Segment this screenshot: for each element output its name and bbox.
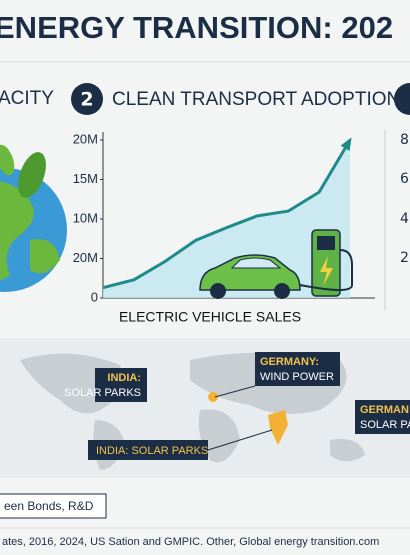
india-highlight xyxy=(268,410,288,445)
charger-bolt xyxy=(320,256,333,286)
line xyxy=(102,139,352,290)
connector xyxy=(207,429,273,451)
right-axis-label: 2 xyxy=(400,250,409,266)
map-label-box xyxy=(95,368,147,402)
map-label: WIND POWER xyxy=(260,371,334,383)
note: een Bonds, R&D xyxy=(4,499,94,513)
note-box xyxy=(0,493,107,519)
section-badge xyxy=(71,83,103,115)
y-tick-label: 0 xyxy=(91,289,98,304)
section-title: ACITY xyxy=(0,88,54,109)
y-tick-label: 15M xyxy=(73,171,98,186)
charger-screen xyxy=(317,236,335,250)
globe-illustration xyxy=(0,144,67,292)
connector xyxy=(214,385,256,398)
right-axis-label: 6 xyxy=(400,171,409,187)
map-label: INDIA: xyxy=(107,372,141,384)
car-wheel xyxy=(210,283,226,299)
map-label: GERMANY: xyxy=(260,356,319,368)
right-axis-label: 8 xyxy=(400,132,409,148)
charger-cable xyxy=(299,249,353,291)
arrowhead xyxy=(340,137,352,151)
car-window xyxy=(230,257,282,269)
y-tick-label: 20M xyxy=(73,131,98,146)
page-title: ENERGY TRANSITION: 202 xyxy=(0,10,393,45)
section-title: CLEAN TRANSPORT ADOPTION xyxy=(112,89,400,110)
right-axis-label: 4 xyxy=(400,211,409,227)
x-axis-label: ELECTRIC VEHICLE SALES xyxy=(119,309,301,325)
map-label-box xyxy=(255,352,340,386)
line-chart: 0 20M 10M 15M 20M xyxy=(73,131,375,304)
map-label-box xyxy=(88,440,208,460)
car-wheel xyxy=(274,283,290,299)
y-tick-label: 10M xyxy=(73,210,98,225)
section-number: 2 xyxy=(80,89,93,111)
map-label: SOLAR PARKS xyxy=(64,387,141,399)
map-label: INDIA: SOLAR PARKS xyxy=(96,445,208,457)
map-label: SOLAR PA xyxy=(360,419,410,431)
section-badge xyxy=(394,83,410,115)
y-tick-label: 20M xyxy=(73,250,98,265)
map-label: GERMAN xyxy=(360,404,409,416)
germany-highlight xyxy=(208,392,218,402)
map-label-box xyxy=(355,400,410,434)
area xyxy=(103,140,350,298)
footer: ates, 2016, 2024, US Sation and GMPIC. O… xyxy=(2,536,379,548)
